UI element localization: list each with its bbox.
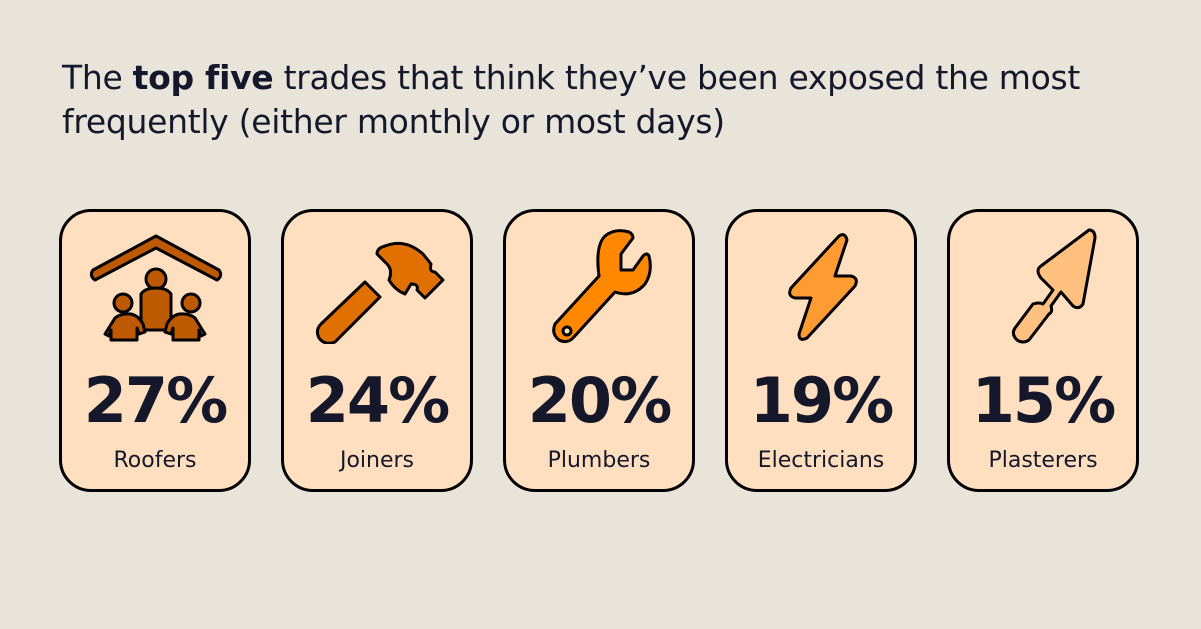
- headline: The top five trades that think they’ve b…: [62, 56, 1162, 144]
- trade-label: Plumbers: [547, 448, 651, 473]
- trade-label: Joiners: [339, 448, 415, 473]
- percentage-value: 19%: [749, 364, 894, 437]
- card-electricians: 19% Electricians: [725, 209, 917, 492]
- headline-bold: top five: [132, 58, 274, 97]
- card-roofers: 27% Roofers: [59, 209, 251, 492]
- percentage-value: 15%: [971, 364, 1116, 437]
- wrench-icon: [552, 229, 652, 344]
- card-plumbers: 20% Plumbers: [503, 209, 695, 492]
- headline-prefix: The: [62, 58, 133, 97]
- trade-label: Plasterers: [988, 448, 1098, 473]
- card-joiners: 24% Joiners: [281, 209, 473, 492]
- percentage-value: 20%: [527, 364, 672, 437]
- trowel-icon: [1011, 228, 1097, 344]
- card-plasterers: 15% Plasterers: [947, 209, 1139, 492]
- lightning-bolt-icon: [788, 233, 858, 341]
- percentage-value: 27%: [83, 364, 228, 437]
- trade-label: Electricians: [757, 448, 885, 473]
- hammer-icon: [315, 241, 445, 344]
- percentage-value: 24%: [305, 364, 450, 437]
- trade-label: Roofers: [113, 448, 197, 473]
- headline-suffix: trades that think they’ve been exposed t…: [62, 58, 1081, 141]
- house-people-icon: [89, 234, 223, 342]
